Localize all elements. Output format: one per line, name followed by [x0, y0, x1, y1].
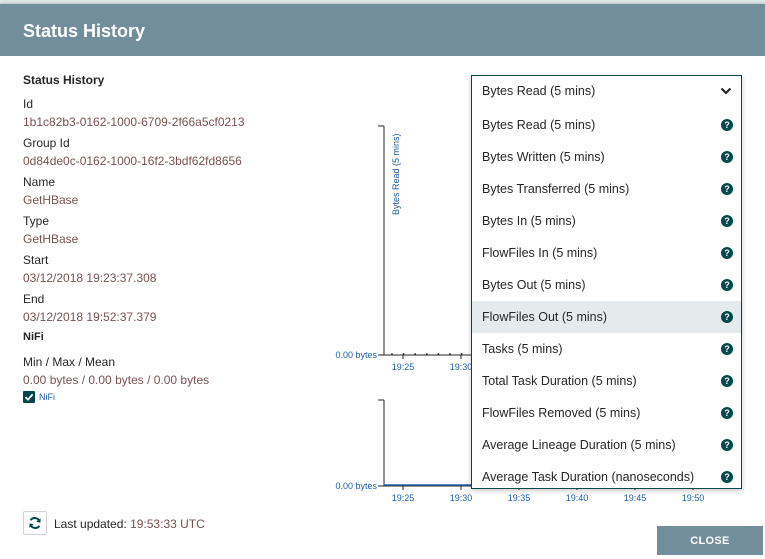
detail-chart: 0.00 bytes Bytes Read (5 mins) 19:25 19:… — [335, 125, 475, 372]
metric-option-label: Bytes Out (5 mins) — [482, 278, 586, 292]
overview-chart-x-tick-label: 19:40 — [566, 493, 589, 503]
overview-chart-x-tick-label: 19:50 — [682, 493, 705, 503]
help-icon[interactable]: ? — [721, 343, 733, 355]
metric-select-current[interactable]: Bytes Read (5 mins) — [472, 76, 741, 107]
metric-option-label: Tasks (5 mins) — [482, 342, 563, 356]
nifi-series-checkbox-label[interactable]: NiFi — [39, 392, 55, 402]
overview-chart-x-tick-label: 19:30 — [450, 493, 473, 503]
metric-option-label: FlowFiles Removed (5 mins) — [482, 406, 641, 420]
help-icon[interactable]: ? — [721, 151, 733, 163]
end-label: End — [23, 292, 45, 306]
dialog-header: Status History — [0, 4, 765, 56]
detail-chart-point — [437, 353, 440, 355]
refresh-button[interactable] — [23, 511, 47, 535]
help-icon[interactable]: ? — [721, 407, 733, 419]
nifi-series-checkbox[interactable] — [23, 391, 35, 403]
help-icon[interactable]: ? — [721, 183, 733, 195]
close-button[interactable]: CLOSE — [657, 526, 763, 555]
detail-chart-x-tick-label: 19:25 — [392, 362, 415, 372]
help-icon[interactable]: ? — [721, 439, 733, 451]
metric-option[interactable]: FlowFiles In (5 mins)? — [472, 237, 741, 269]
detail-chart-point — [391, 353, 393, 355]
metric-option-label: FlowFiles In (5 mins) — [482, 246, 598, 260]
min-max-mean-value: 0.00 bytes / 0.00 bytes / 0.00 bytes — [23, 373, 210, 387]
dialog-title: Status History — [23, 21, 146, 41]
last-updated-label: Last updated: — [54, 517, 127, 531]
nifi-section-title: NiFi — [23, 331, 44, 343]
help-icon[interactable]: ? — [721, 375, 733, 387]
chevron-down-icon — [720, 87, 732, 95]
metric-option[interactable]: Bytes Written (5 mins)? — [472, 141, 741, 173]
type-label: Type — [23, 214, 50, 228]
refresh-icon — [29, 517, 41, 529]
metric-option[interactable]: Average Task Duration (nanoseconds)? — [472, 461, 741, 493]
help-icon[interactable]: ? — [721, 215, 733, 227]
metric-option[interactable]: FlowFiles Removed (5 mins)? — [472, 397, 741, 429]
overview-chart-y-tick-label: 0.00 bytes — [335, 481, 377, 491]
start-value: 03/12/2018 19:23:37.308 — [23, 271, 157, 285]
details-section-title: Status History — [23, 73, 105, 87]
detail-chart-point — [460, 353, 463, 355]
metric-select[interactable]: Bytes Read (5 mins) Bytes Read (5 mins)?… — [471, 75, 742, 489]
group-id-value: 0d84de0c-0162-1000-16f2-3bdf62fd8656 — [23, 154, 242, 168]
background-page — [0, 0, 765, 4]
metric-option-label: FlowFiles Out (5 mins) — [482, 310, 608, 324]
checkmark-icon — [24, 393, 34, 401]
metric-option[interactable]: Bytes In (5 mins)? — [472, 205, 741, 237]
detail-chart-point — [414, 353, 417, 355]
type-value: GetHBase — [23, 232, 79, 246]
help-icon[interactable]: ? — [721, 471, 733, 483]
metric-option[interactable]: Bytes Read (5 mins)? — [472, 109, 741, 141]
overview-chart-x-tick-label: 19:25 — [392, 493, 415, 503]
help-icon[interactable]: ? — [721, 311, 733, 323]
help-icon[interactable]: ? — [721, 119, 733, 131]
detail-chart-point — [402, 353, 405, 355]
metric-option-label: Bytes Written (5 mins) — [482, 150, 605, 164]
metric-option-label: Bytes Read (5 mins) — [482, 118, 596, 132]
detail-chart-point — [425, 353, 428, 355]
metric-option-label: Bytes Transferred (5 mins) — [482, 182, 630, 196]
name-label: Name — [23, 175, 56, 189]
detail-chart-y-tick-label: 0.00 bytes — [335, 350, 377, 360]
overview-chart-x-tick-label: 19:45 — [624, 493, 647, 503]
metric-option-label: Bytes In (5 mins) — [482, 214, 576, 228]
metric-select-value: Bytes Read (5 mins) — [482, 84, 596, 98]
metric-option[interactable]: Bytes Transferred (5 mins)? — [472, 173, 741, 205]
metric-option-label: Average Lineage Duration (5 mins) — [482, 438, 676, 452]
metric-option[interactable]: FlowFiles Out (5 mins)? — [472, 301, 741, 333]
overview-chart-x-tick-label: 19:35 — [508, 493, 531, 503]
id-value: 1b1c82b3-0162-1000-6709-2f66a5cf0213 — [23, 115, 245, 129]
help-icon[interactable]: ? — [721, 247, 733, 259]
detail-chart-y-axis-label: Bytes Read (5 mins) — [391, 133, 401, 215]
metric-option[interactable]: Bytes Out (5 mins)? — [472, 269, 741, 301]
last-updated: Last updated: 19:53:33 UTC — [54, 517, 205, 531]
metric-option[interactable]: Average Lineage Duration (5 mins)? — [472, 429, 741, 461]
help-icon[interactable]: ? — [721, 279, 733, 291]
id-label: Id — [23, 97, 34, 111]
start-label: Start — [23, 253, 49, 267]
end-value: 03/12/2018 19:52:37.379 — [23, 310, 157, 324]
group-id-label: Group Id — [23, 136, 70, 150]
metric-option-label: Average Task Duration (nanoseconds) — [482, 470, 695, 484]
name-value: GetHBase — [23, 193, 79, 207]
last-updated-time: 19:53:33 UTC — [130, 517, 205, 531]
detail-chart-point — [449, 353, 451, 355]
metric-option-label: Total Task Duration (5 mins) — [482, 374, 637, 388]
detail-chart-x-tick-label: 19:30 — [450, 362, 473, 372]
metric-option[interactable]: Total Task Duration (5 mins)? — [472, 365, 741, 397]
metric-option[interactable]: Tasks (5 mins)? — [472, 333, 741, 365]
min-max-mean-label: Min / Max / Mean — [23, 355, 116, 369]
